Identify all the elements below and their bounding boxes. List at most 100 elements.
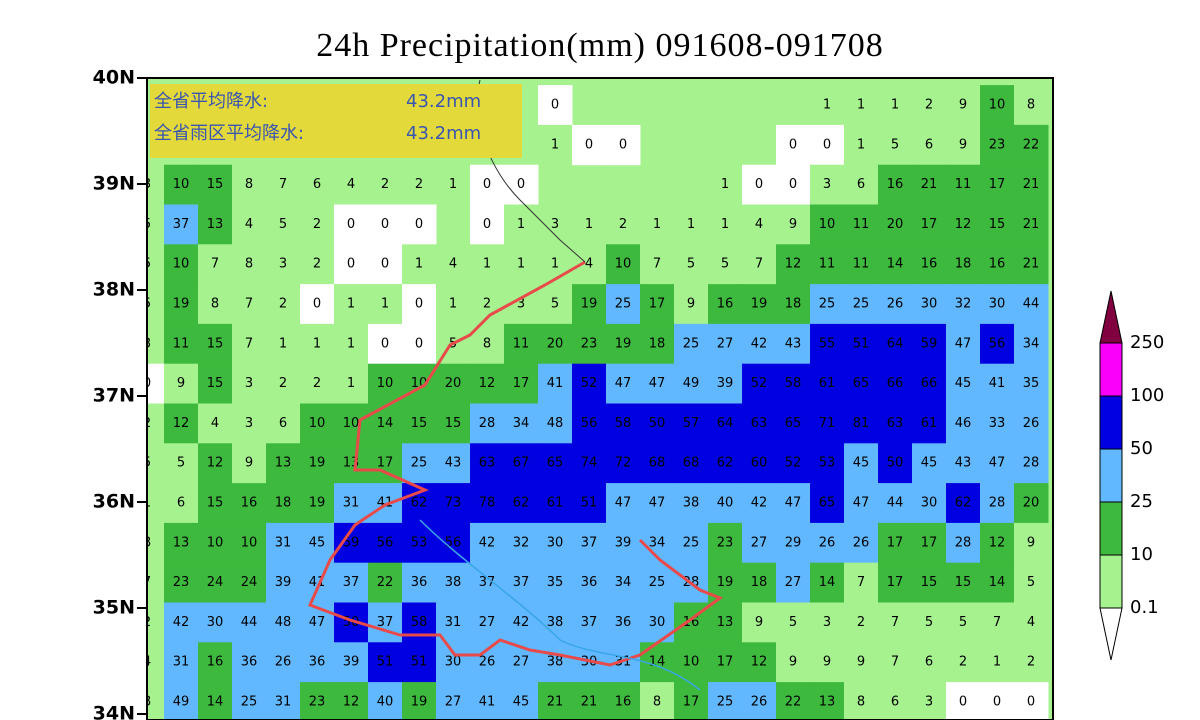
- info-label: 全省平均降水:: [154, 91, 268, 112]
- precip-cell: [742, 164, 777, 205]
- precip-cell: [334, 164, 369, 205]
- precip-value: 0: [1027, 695, 1035, 710]
- precip-cell: [844, 403, 879, 444]
- precip-cell: [147, 642, 165, 683]
- precip-value: 9: [959, 98, 967, 113]
- precip-cell: [912, 562, 947, 603]
- precip-value: 31: [445, 615, 462, 630]
- precip-cell: [674, 403, 709, 444]
- precip-value: 37: [343, 575, 360, 590]
- precip-value: 37: [513, 575, 530, 590]
- precip-cell: [606, 562, 641, 603]
- precip-cell: [300, 244, 335, 285]
- precip-value: 15: [445, 416, 462, 431]
- precip-cell: [606, 522, 641, 564]
- precip-cell: [198, 284, 233, 325]
- precip-value: 47: [615, 376, 632, 391]
- precip-cell: [776, 124, 811, 166]
- precip-cell: [776, 602, 811, 643]
- precip-value: 18: [751, 575, 768, 590]
- precip-cell: [402, 403, 437, 444]
- precip-cell: [470, 522, 505, 564]
- precip-cell: [198, 562, 233, 603]
- precip-value: 25: [819, 297, 836, 312]
- precip-cell: [606, 363, 641, 404]
- precip-cell: [164, 164, 199, 205]
- precip-value: 72: [615, 456, 632, 471]
- map-title: 24h Precipitation(mm) 091608-091708: [316, 27, 884, 64]
- precip-value: 47: [853, 496, 870, 511]
- precip-value: 2: [279, 376, 287, 391]
- precip-cell: [844, 682, 879, 720]
- precip-value: 16: [989, 257, 1006, 272]
- precip-value: 33: [989, 416, 1006, 431]
- precip-cell: [742, 642, 777, 683]
- precip-cell: [164, 483, 199, 524]
- precip-value: 5: [551, 297, 559, 312]
- precip-cell: [1014, 85, 1049, 126]
- precip-value: 4: [449, 257, 457, 272]
- precip-value: 5: [1027, 575, 1035, 590]
- precip-cell: [232, 602, 267, 643]
- precip-value: 3: [245, 376, 253, 391]
- precip-value: 4: [143, 655, 151, 670]
- info-box: [150, 84, 522, 158]
- precip-value: 3: [279, 257, 287, 272]
- precip-cell: [572, 323, 607, 365]
- precip-value: 18: [275, 496, 292, 511]
- precip-value: 44: [887, 496, 904, 511]
- precip-value: 5: [143, 217, 151, 232]
- precip-value: 40: [717, 496, 734, 511]
- precip-value: 38: [547, 615, 564, 630]
- precip-value: 12: [173, 416, 190, 431]
- precip-cell: [980, 204, 1015, 245]
- precip-value: 10: [241, 535, 258, 550]
- precip-cell: [606, 124, 641, 166]
- precip-value: 62: [411, 496, 428, 511]
- precip-cell: [980, 403, 1015, 444]
- precip-value: 45: [513, 695, 530, 710]
- precip-cell: [147, 443, 165, 484]
- precip-value: 16: [887, 177, 904, 192]
- precip-value: 19: [581, 297, 598, 312]
- precip-value: 52: [785, 456, 802, 471]
- precip-value: 0: [381, 336, 389, 351]
- precip-cell: [164, 682, 199, 720]
- precip-value: 7: [891, 615, 899, 630]
- precip-cell: [538, 483, 573, 524]
- precip-cell: [980, 682, 1015, 720]
- precip-value: 39: [343, 655, 360, 670]
- precip-value: 30: [921, 496, 938, 511]
- precip-value: 20: [1023, 496, 1040, 511]
- precip-cell: [946, 323, 981, 365]
- precip-cell: [1014, 483, 1049, 524]
- precip-value: 1: [687, 217, 695, 232]
- precip-value: 11: [853, 217, 870, 232]
- precip-cell: [640, 443, 675, 484]
- precip-value: 9: [245, 456, 253, 471]
- precip-value: 8: [211, 297, 219, 312]
- precip-value: 19: [751, 297, 768, 312]
- precip-cell: [776, 244, 811, 285]
- precip-value: 42: [513, 615, 530, 630]
- precip-value: 51: [411, 655, 428, 670]
- precip-cell: [572, 483, 607, 524]
- precip-cell: [538, 642, 573, 683]
- precip-value: 20: [445, 376, 462, 391]
- precip-cell: [402, 284, 437, 325]
- precip-value: 41: [989, 376, 1006, 391]
- precip-cell: [980, 562, 1015, 603]
- precip-cell: [878, 522, 913, 564]
- precip-cell: [504, 244, 539, 285]
- precip-value: 13: [819, 695, 836, 710]
- precip-value: 10: [683, 655, 700, 670]
- precip-cell: [198, 204, 233, 245]
- precip-cell: [742, 244, 777, 285]
- precip-value: 2: [619, 217, 627, 232]
- precip-cell: [198, 602, 233, 643]
- precip-value: 28: [955, 535, 972, 550]
- precip-value: 16: [207, 655, 224, 670]
- precip-cell: [198, 443, 233, 484]
- precip-cell: [946, 204, 981, 245]
- precip-cell: [538, 403, 573, 444]
